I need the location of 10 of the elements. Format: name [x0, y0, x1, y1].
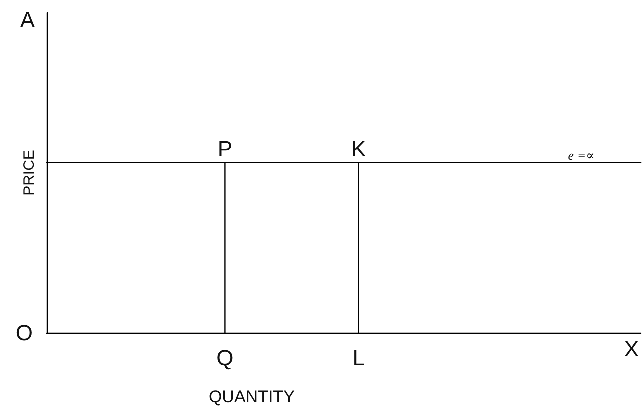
annotation: P	[218, 136, 233, 162]
y-axis-title: PRICE	[21, 150, 38, 196]
annotation: e =∝	[568, 148, 595, 163]
annotation: K	[352, 136, 367, 162]
text: X	[624, 336, 640, 362]
x-tick-label: Q	[216, 346, 234, 370]
x-tick-label: L	[352, 346, 365, 370]
text: O	[16, 320, 33, 346]
text: A	[20, 8, 36, 32]
x-axis-title: QUANTITY	[208, 388, 295, 406]
